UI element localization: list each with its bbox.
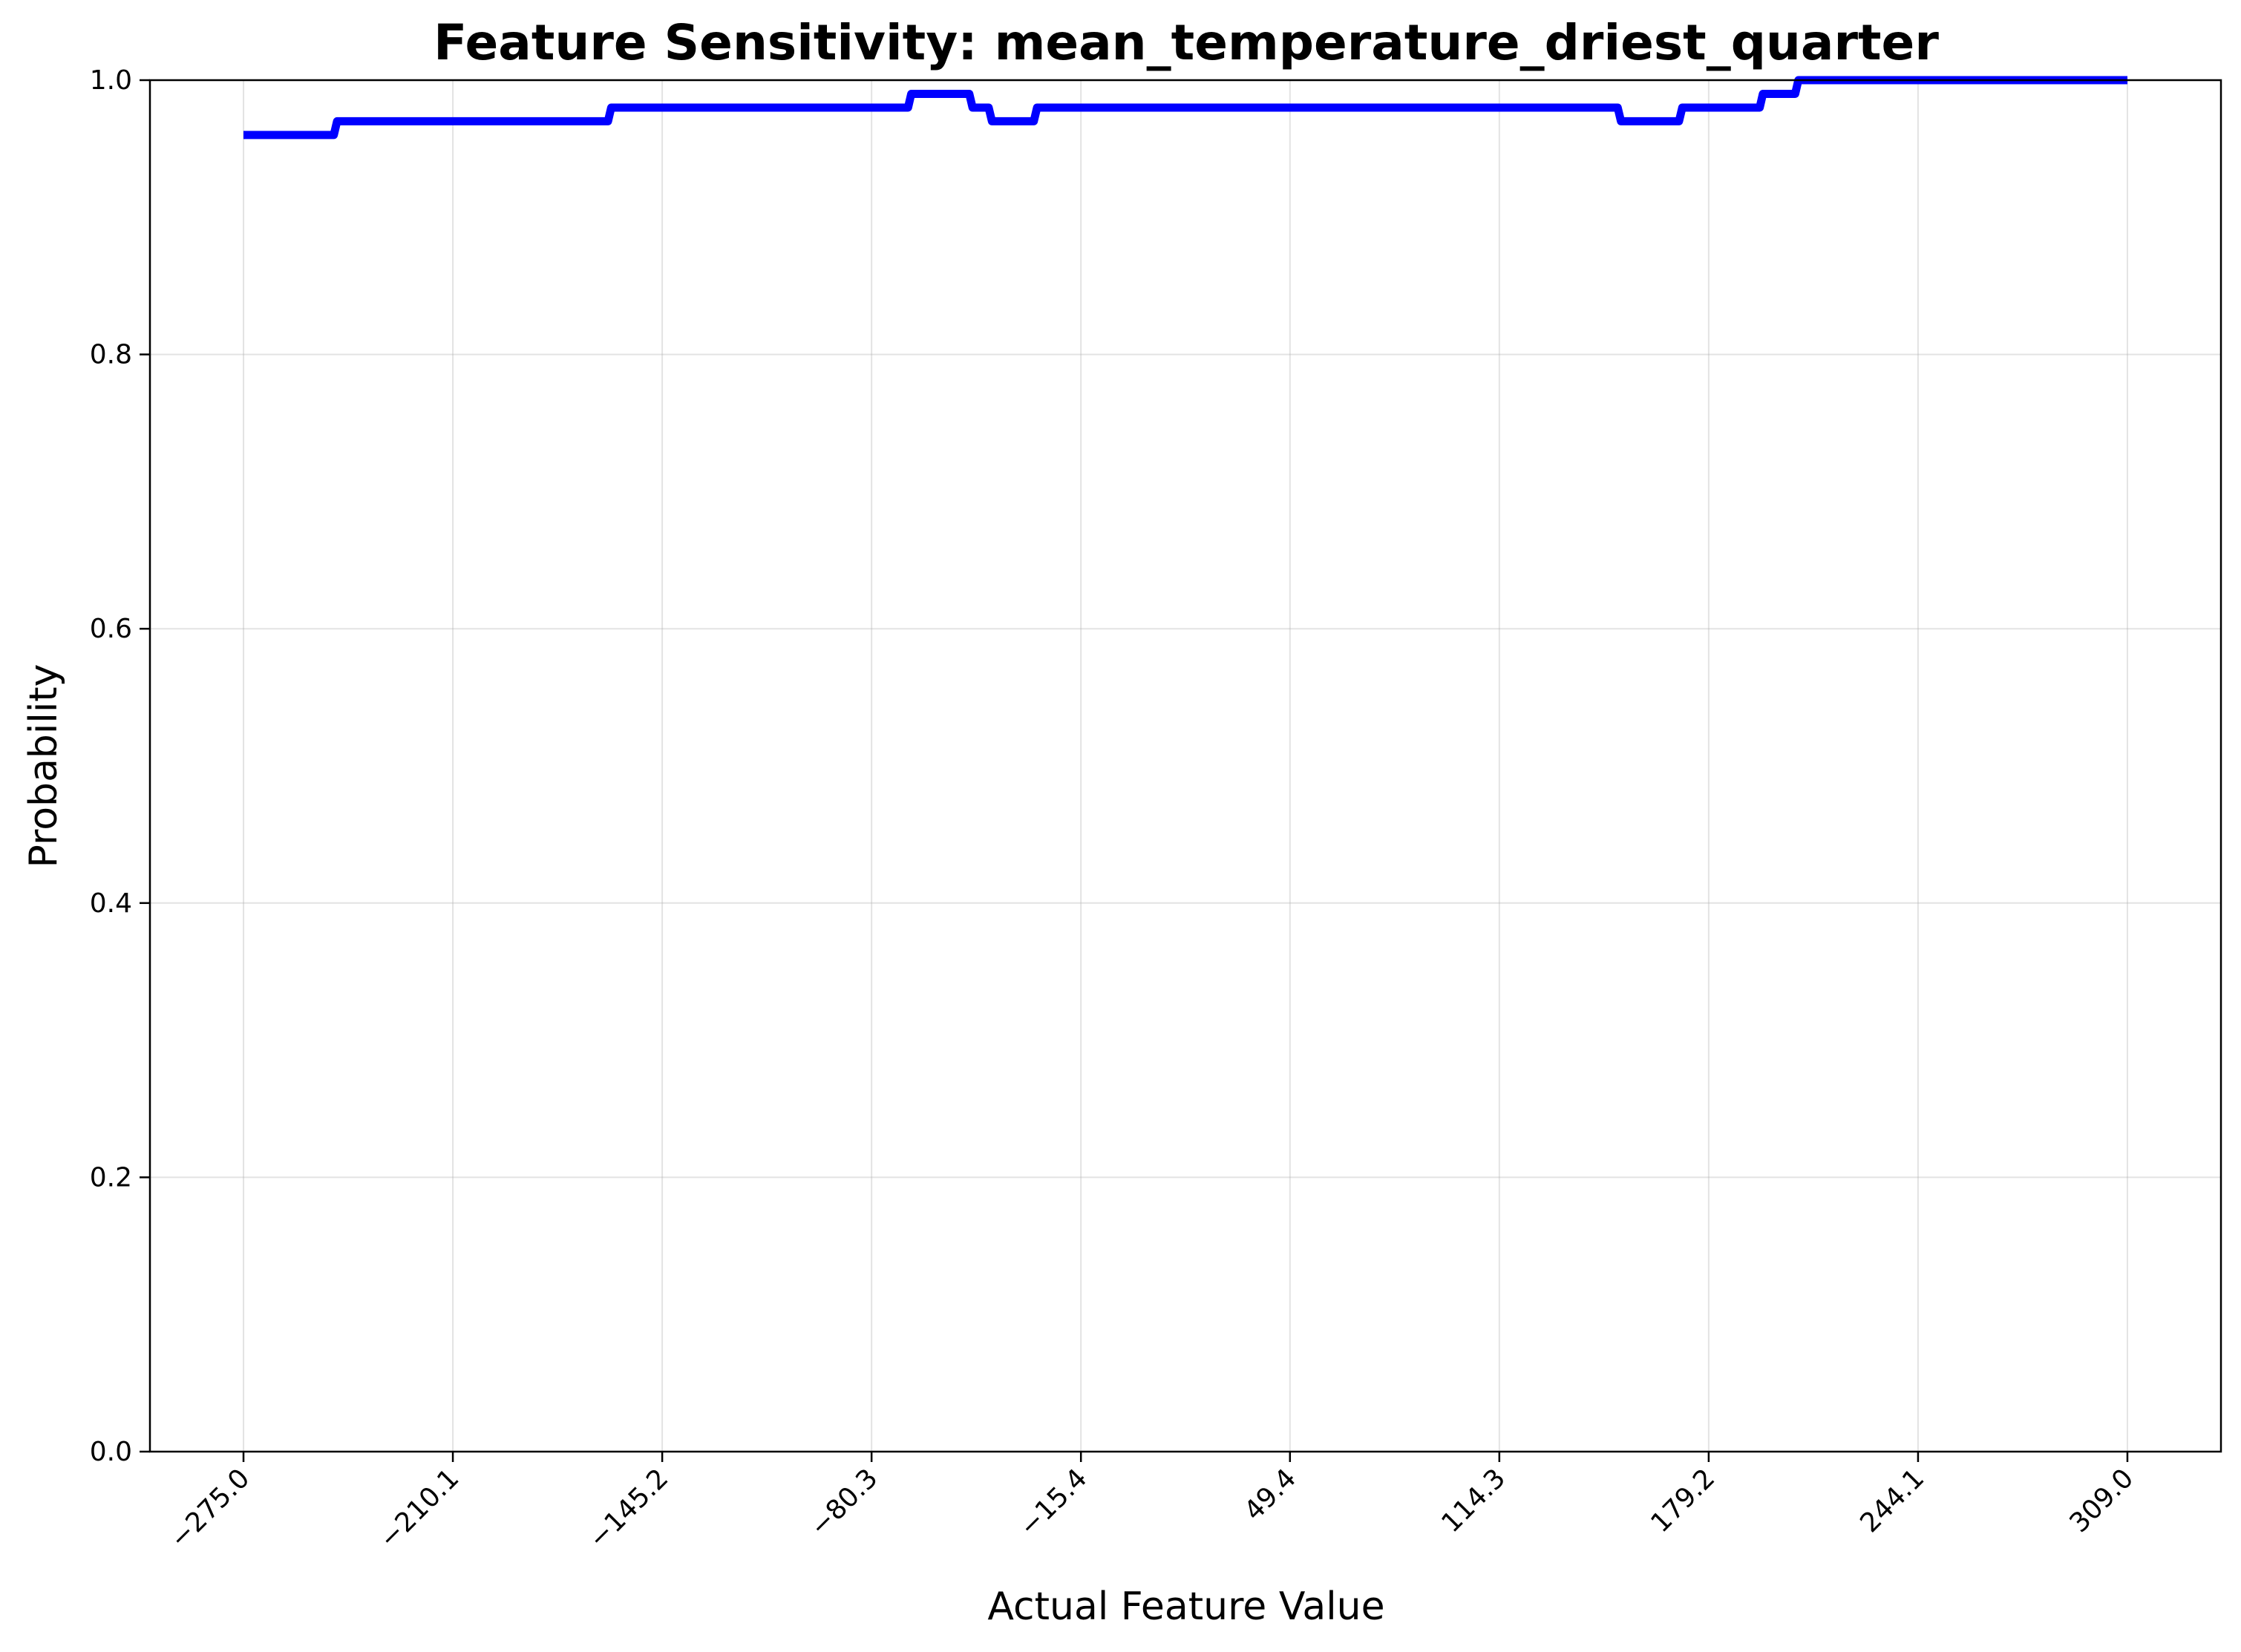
y-tick-label: 1.0 xyxy=(90,65,132,96)
x-axis-label: Actual Feature Value xyxy=(987,1584,1384,1629)
x-tick-label: 49.4 xyxy=(1238,1463,1302,1527)
plot-frame xyxy=(148,79,2222,1453)
grid xyxy=(150,79,2221,1452)
x-tick-label: 114.3 xyxy=(1436,1463,1511,1538)
series-layer xyxy=(243,76,2127,140)
chart-title: Feature Sensitivity: mean_temperature_dr… xyxy=(434,14,1939,71)
y-tick-label: 0.0 xyxy=(90,1437,132,1467)
y-tick-label: 0.8 xyxy=(90,340,132,370)
x-tick-label: 244.1 xyxy=(1854,1463,1930,1538)
x-tick-label: −145.2 xyxy=(583,1463,674,1554)
x-tick-label: 179.2 xyxy=(1645,1463,1721,1538)
y-tick-label: 0.2 xyxy=(90,1162,132,1193)
x-axis: −275.0 −210.1 −145.2 −80.3 −15.4 49.4 114.3 179… xyxy=(164,1452,2139,1555)
y-tick-label: 0.6 xyxy=(90,614,132,644)
x-tick-label: −210.1 xyxy=(373,1463,465,1554)
x-tick-label: −15.4 xyxy=(1014,1463,1093,1542)
y-axis-label: Probability xyxy=(22,664,66,868)
y-axis: 0.0 0.2 0.4 0.6 0.8 1.0 xyxy=(90,65,150,1467)
y-tick-label: 0.4 xyxy=(90,888,132,919)
x-tick-label: 309.0 xyxy=(2064,1463,2139,1538)
x-tick-label: −275.0 xyxy=(164,1463,255,1554)
x-tick-label: −80.3 xyxy=(805,1463,884,1542)
probability-line xyxy=(243,76,2127,140)
